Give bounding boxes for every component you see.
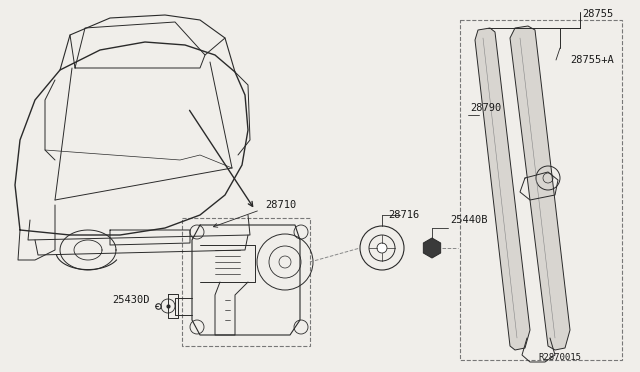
Bar bbox=[460, 20, 622, 360]
Text: 25440B: 25440B bbox=[450, 215, 488, 225]
Circle shape bbox=[377, 243, 387, 253]
Text: 28755+A: 28755+A bbox=[570, 55, 614, 65]
Text: R2870015: R2870015 bbox=[538, 353, 581, 362]
Text: 28755: 28755 bbox=[582, 9, 613, 19]
Polygon shape bbox=[475, 28, 530, 350]
Text: 28710: 28710 bbox=[265, 200, 296, 210]
Text: 28790: 28790 bbox=[470, 103, 501, 113]
Text: 25430D: 25430D bbox=[112, 295, 150, 305]
Polygon shape bbox=[510, 26, 570, 350]
Polygon shape bbox=[423, 238, 441, 258]
Text: 28716: 28716 bbox=[388, 210, 419, 220]
Bar bbox=[182, 218, 310, 346]
